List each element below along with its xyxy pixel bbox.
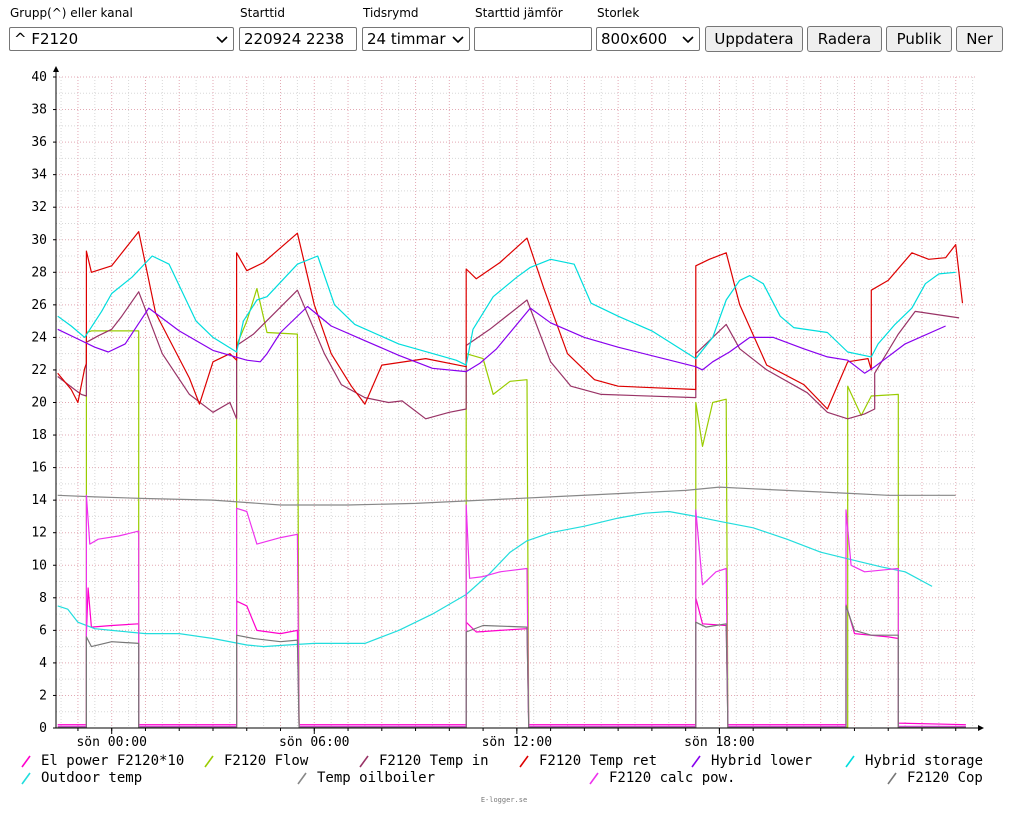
down-button[interactable]: Ner bbox=[956, 26, 1003, 52]
legend-swatch bbox=[691, 755, 701, 768]
legend-label: F2120 Cop bbox=[907, 770, 983, 786]
x-tick-label: sön 06:00 bbox=[279, 735, 349, 750]
x-axis-arrow bbox=[978, 725, 984, 731]
legend-swatch bbox=[21, 755, 31, 768]
y-axis-arrow bbox=[53, 66, 59, 72]
legend-swatch bbox=[519, 755, 529, 768]
y-tick-label: 32 bbox=[31, 200, 47, 215]
group-label: Grupp(^) eller kanal bbox=[10, 6, 133, 20]
y-tick-label: 12 bbox=[31, 526, 47, 541]
size-label: Storlek bbox=[597, 6, 640, 20]
series-line-6 bbox=[57, 510, 933, 648]
compare-label: Starttid jämför bbox=[475, 6, 563, 20]
legend-label: El power F2120*10 bbox=[41, 753, 184, 769]
y-tick-label: 16 bbox=[31, 461, 47, 476]
publish-button[interactable]: Publik bbox=[886, 26, 952, 52]
y-tick-label: 10 bbox=[31, 558, 47, 573]
start-label: Starttid bbox=[240, 6, 285, 20]
y-tick-label: 18 bbox=[31, 428, 47, 443]
legend-swatch bbox=[204, 755, 214, 768]
start-input-value: 220924 2238 bbox=[244, 30, 345, 48]
y-tick-label: 6 bbox=[39, 623, 47, 638]
series-line-7 bbox=[57, 486, 956, 506]
y-tick-label: 36 bbox=[31, 135, 47, 150]
y-tick-label: 38 bbox=[31, 103, 47, 118]
series-line-9 bbox=[57, 605, 966, 728]
y-tick-label: 4 bbox=[39, 656, 47, 671]
series-line-3 bbox=[57, 231, 964, 410]
legend-swatch bbox=[359, 755, 369, 768]
y-tick-label: 8 bbox=[39, 591, 47, 606]
y-tick-label: 34 bbox=[31, 168, 47, 183]
span-label: Tidsrymd bbox=[363, 6, 419, 20]
span-select-value: 24 timmar bbox=[367, 30, 446, 48]
size-select[interactable]: 800x600 bbox=[596, 27, 700, 51]
y-tick-label: 0 bbox=[39, 721, 47, 736]
series-line-8 bbox=[57, 494, 966, 728]
legend-label: F2120 Temp ret bbox=[539, 753, 657, 769]
legend-swatch bbox=[297, 772, 307, 785]
delete-button[interactable]: Radera bbox=[807, 26, 882, 52]
y-tick-label: 26 bbox=[31, 298, 47, 313]
series-line-2 bbox=[57, 289, 960, 420]
chart-axes: 0246810121416182022242628303234363840sön… bbox=[31, 66, 984, 750]
y-tick-label: 2 bbox=[39, 688, 47, 703]
legend-swatch bbox=[21, 772, 31, 785]
legend-label: Hybrid storage bbox=[865, 753, 983, 769]
compare-input[interactable] bbox=[474, 27, 592, 51]
y-tick-label: 22 bbox=[31, 363, 47, 378]
legend-swatch bbox=[589, 772, 599, 785]
chart-series bbox=[57, 231, 966, 728]
legend-swatch bbox=[845, 755, 855, 768]
series-line-0 bbox=[57, 587, 966, 726]
y-tick-label: 30 bbox=[31, 233, 47, 248]
line-chart: 0246810121416182022242628303234363840sön… bbox=[21, 66, 984, 804]
x-tick-label: sön 00:00 bbox=[76, 735, 146, 750]
y-tick-label: 20 bbox=[31, 396, 47, 411]
legend-swatch bbox=[887, 772, 897, 785]
legend-label: Hybrid lower bbox=[711, 753, 812, 769]
legend-label: Outdoor temp bbox=[41, 770, 142, 786]
chart-legend: El power F2120*10 F2120 Flow F2120 Temp in… bbox=[21, 753, 983, 786]
chart-grid bbox=[56, 76, 976, 728]
y-tick-label: 40 bbox=[31, 70, 47, 85]
chevron-down-icon bbox=[452, 36, 464, 44]
x-tick-label: sön 18:00 bbox=[684, 735, 754, 750]
series-line-4 bbox=[57, 305, 946, 374]
credit-text: E-logger.se bbox=[481, 796, 527, 804]
legend-label: F2120 Flow bbox=[224, 753, 309, 769]
legend-label: F2120 calc pow. bbox=[609, 770, 735, 786]
chevron-down-icon bbox=[216, 36, 228, 44]
group-select-value: ^ F2120 bbox=[14, 30, 79, 48]
group-select[interactable]: ^ F2120 bbox=[9, 27, 234, 51]
legend-label: F2120 Temp in bbox=[379, 753, 489, 769]
legend-label: Temp oilboiler bbox=[317, 770, 435, 786]
y-tick-label: 24 bbox=[31, 330, 47, 345]
chevron-down-icon bbox=[682, 36, 694, 44]
update-button[interactable]: Uppdatera bbox=[705, 26, 803, 52]
y-tick-label: 14 bbox=[31, 493, 47, 508]
x-tick-label: sön 12:00 bbox=[482, 735, 552, 750]
series-line-5 bbox=[57, 255, 956, 366]
size-select-value: 800x600 bbox=[601, 30, 668, 48]
y-tick-label: 28 bbox=[31, 265, 47, 280]
series-line-1 bbox=[57, 288, 966, 728]
span-select[interactable]: 24 timmar bbox=[362, 27, 470, 51]
start-input[interactable]: 220924 2238 bbox=[239, 27, 357, 51]
